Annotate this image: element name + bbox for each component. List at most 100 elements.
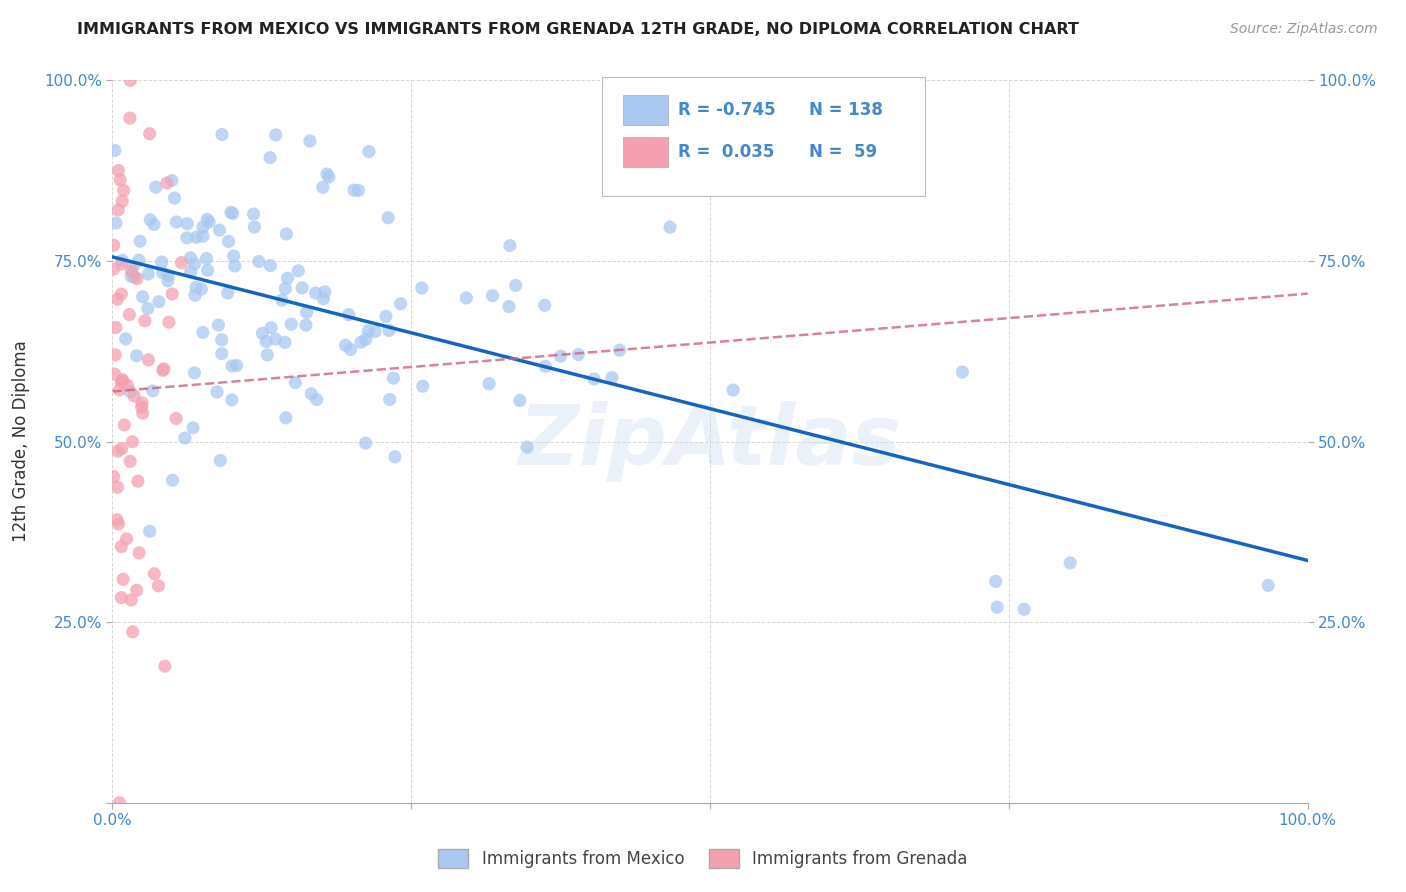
Point	[143, 566, 166, 581]
Point	[107, 480, 129, 494]
Point	[157, 268, 180, 283]
Point	[222, 206, 245, 220]
Point	[120, 454, 142, 468]
Point	[162, 473, 184, 487]
Point	[107, 202, 129, 217]
Point	[138, 127, 160, 141]
Point	[107, 516, 129, 531]
Point	[218, 235, 240, 249]
Point	[122, 389, 145, 403]
Point	[131, 401, 153, 415]
Point	[111, 373, 134, 387]
Point	[952, 365, 974, 379]
Point	[131, 396, 153, 410]
Point	[125, 349, 148, 363]
Point	[157, 315, 180, 329]
Point	[195, 252, 218, 266]
Point	[347, 183, 370, 197]
Point	[280, 317, 302, 331]
Point	[104, 144, 127, 158]
Point	[104, 216, 127, 230]
FancyBboxPatch shape	[623, 136, 668, 167]
Text: N = 138: N = 138	[810, 101, 883, 119]
Point	[131, 290, 153, 304]
Point	[110, 287, 132, 301]
Point	[516, 440, 538, 454]
Point	[176, 231, 198, 245]
Point	[335, 338, 357, 352]
Point	[208, 223, 231, 237]
Point	[374, 310, 396, 324]
Point	[138, 352, 160, 367]
Point	[509, 393, 531, 408]
Point	[550, 349, 572, 363]
Point	[103, 262, 125, 277]
Point	[412, 379, 434, 393]
Point	[112, 184, 135, 198]
Point	[259, 259, 281, 273]
Point	[298, 134, 321, 148]
Point	[207, 318, 229, 332]
Point	[129, 234, 152, 248]
Point	[103, 469, 125, 483]
Point	[110, 540, 132, 554]
Point	[304, 286, 326, 301]
Point	[225, 359, 247, 373]
Point	[354, 332, 377, 346]
Point	[354, 436, 377, 450]
Point	[186, 230, 208, 244]
Point	[111, 194, 134, 208]
Point	[104, 348, 127, 362]
Point	[316, 167, 339, 181]
Point	[176, 217, 198, 231]
Point	[150, 255, 173, 269]
Point	[312, 292, 335, 306]
Point	[184, 280, 207, 294]
Point	[264, 128, 287, 142]
Point	[111, 442, 134, 456]
Point	[378, 392, 401, 407]
Point	[291, 281, 314, 295]
Point	[211, 333, 233, 347]
Point	[136, 301, 159, 316]
Point	[153, 362, 176, 376]
Text: N =  59: N = 59	[810, 143, 877, 161]
Point	[138, 524, 160, 539]
Point	[110, 591, 132, 605]
Point	[136, 267, 159, 281]
Point	[219, 205, 242, 219]
Point	[274, 410, 297, 425]
Point	[337, 308, 360, 322]
Point	[121, 624, 143, 639]
Point	[163, 191, 186, 205]
Point	[108, 173, 131, 187]
Point	[343, 183, 366, 197]
Point	[125, 583, 148, 598]
Point	[271, 293, 294, 307]
Point	[112, 572, 135, 586]
Point	[112, 417, 135, 432]
Point	[127, 474, 149, 488]
Y-axis label: 12th Grade, No Diploma: 12th Grade, No Diploma	[13, 341, 30, 542]
Point	[111, 257, 134, 271]
Point	[115, 532, 138, 546]
Point	[498, 300, 520, 314]
Point	[160, 173, 183, 187]
FancyBboxPatch shape	[603, 77, 925, 196]
Point	[139, 212, 162, 227]
Point	[287, 264, 309, 278]
Point	[274, 282, 297, 296]
Point	[721, 383, 744, 397]
Point	[191, 326, 214, 340]
Point	[205, 384, 228, 399]
Point	[481, 288, 503, 302]
Point	[170, 255, 193, 269]
Point	[312, 180, 335, 194]
Point	[299, 387, 322, 401]
Point	[105, 292, 128, 306]
Point	[105, 513, 128, 527]
Point	[179, 251, 201, 265]
Point	[197, 263, 219, 277]
Point	[377, 211, 399, 225]
Point	[108, 796, 131, 810]
